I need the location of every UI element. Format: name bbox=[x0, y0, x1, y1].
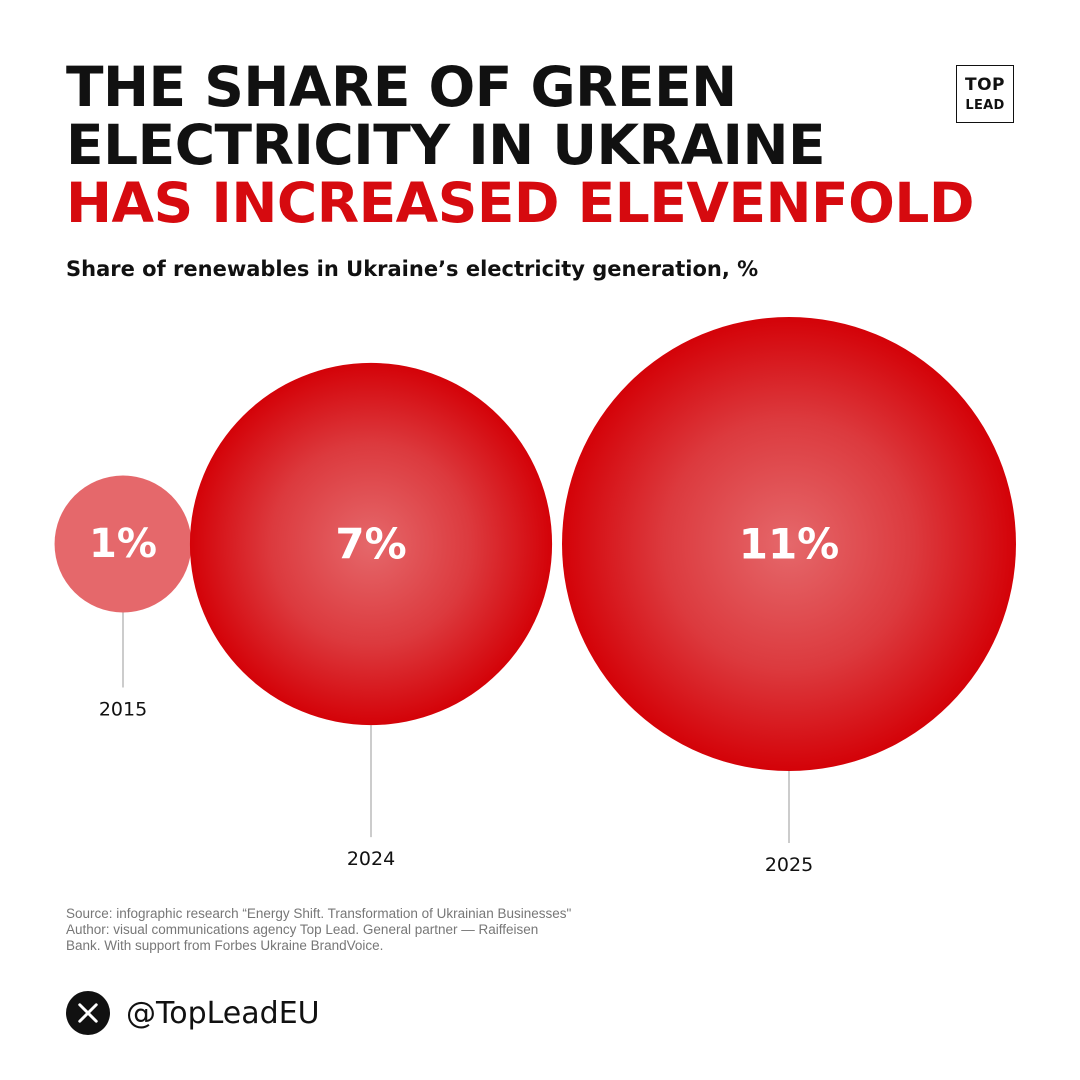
source-line-3: Bank. With support from Forbes Ukraine B… bbox=[66, 938, 384, 953]
title-line-1: THE SHARE OF GREEN bbox=[66, 55, 737, 119]
logo-line-lead: LEAD bbox=[965, 97, 1005, 113]
source-line-2: Author: visual communications agency Top… bbox=[66, 922, 539, 937]
year-label-2015: 2015 bbox=[99, 698, 147, 720]
twitter-handle[interactable]: @TopLeadEU bbox=[126, 995, 320, 1031]
title-line-3-highlight: HAS INCREASED ELEVENFOLD bbox=[66, 171, 975, 235]
logo-line-top: TOP bbox=[964, 74, 1005, 95]
value-label-2024: 7% bbox=[335, 520, 406, 569]
social-handle-row[interactable]: @TopLeadEU bbox=[66, 990, 320, 1036]
page-title: THE SHARE OF GREEN ELECTRICITY IN UKRAIN… bbox=[66, 55, 975, 235]
bubble-2015 bbox=[54, 475, 192, 613]
x-logo-icon[interactable] bbox=[66, 991, 110, 1035]
bubble-2024 bbox=[189, 362, 553, 726]
value-label-2015: 1% bbox=[89, 521, 157, 567]
top-lead-logo: TOP LEAD bbox=[956, 65, 1014, 123]
bubble-2025 bbox=[562, 317, 1016, 771]
source-note: Source: infographic research “Energy Shi… bbox=[66, 906, 646, 954]
chart-title: Share of renewables in Ukraine’s electri… bbox=[66, 257, 759, 281]
value-label-2025: 11% bbox=[739, 520, 840, 569]
year-label-2025: 2025 bbox=[765, 854, 813, 876]
year-label-2024: 2024 bbox=[347, 848, 395, 870]
title-line-2: ELECTRICITY IN UKRAINE bbox=[66, 113, 826, 177]
source-line-1: Source: infographic research “Energy Shi… bbox=[66, 906, 572, 921]
